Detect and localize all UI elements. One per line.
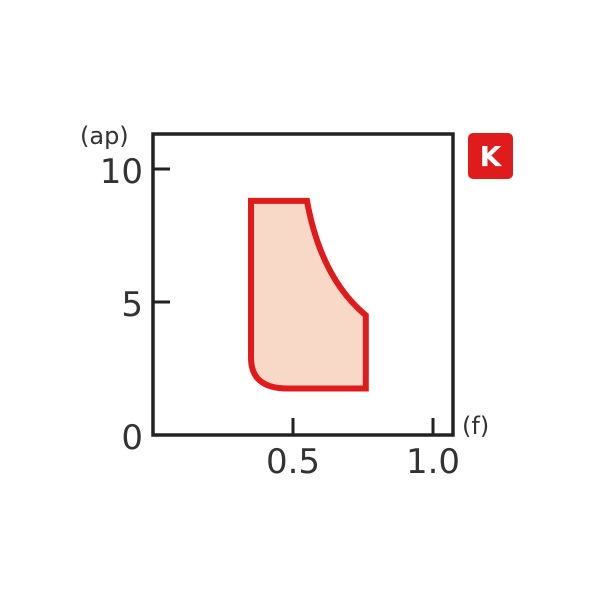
y-tick-label: 10 bbox=[100, 152, 143, 192]
y-tick-label: 0 bbox=[121, 418, 143, 458]
plot-frame bbox=[151, 132, 455, 437]
y-axis-label: (ap) bbox=[80, 122, 129, 150]
x-tick-label: 1.0 bbox=[406, 442, 460, 482]
badge-label: K bbox=[480, 140, 503, 173]
badge-background bbox=[468, 133, 513, 179]
x-axis-label: (f) bbox=[462, 412, 489, 440]
y-tick-label: 5 bbox=[121, 285, 143, 325]
x-tick-label: 0.5 bbox=[266, 442, 320, 482]
application-region bbox=[248, 197, 369, 392]
category-badge: K bbox=[468, 133, 513, 179]
